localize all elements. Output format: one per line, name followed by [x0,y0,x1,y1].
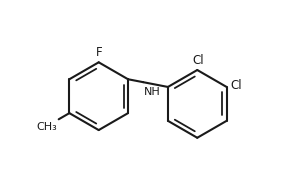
Text: F: F [96,46,103,59]
Text: Cl: Cl [192,54,204,67]
Text: CH₃: CH₃ [36,122,57,132]
Text: NH: NH [144,87,161,97]
Text: Cl: Cl [230,79,242,92]
